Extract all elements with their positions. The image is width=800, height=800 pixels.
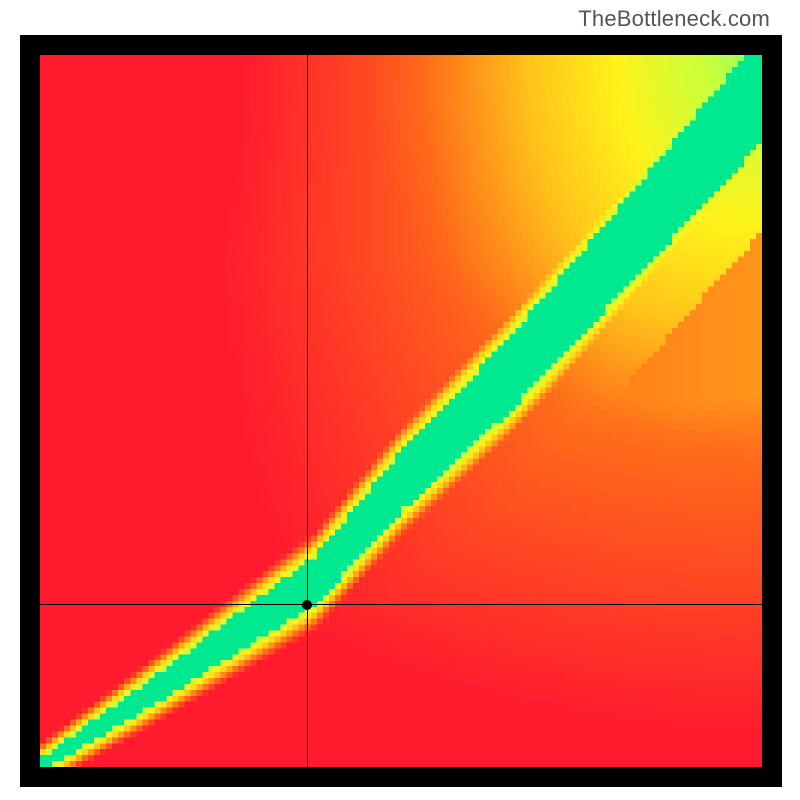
plot-area [20,35,782,787]
selected-point-marker [302,600,312,610]
crosshair-vertical [307,55,308,767]
chart-container: TheBottleneck.com [0,0,800,800]
crosshair-horizontal [40,604,762,605]
bottleneck-heatmap [40,55,762,767]
watermark-text: TheBottleneck.com [578,6,770,32]
